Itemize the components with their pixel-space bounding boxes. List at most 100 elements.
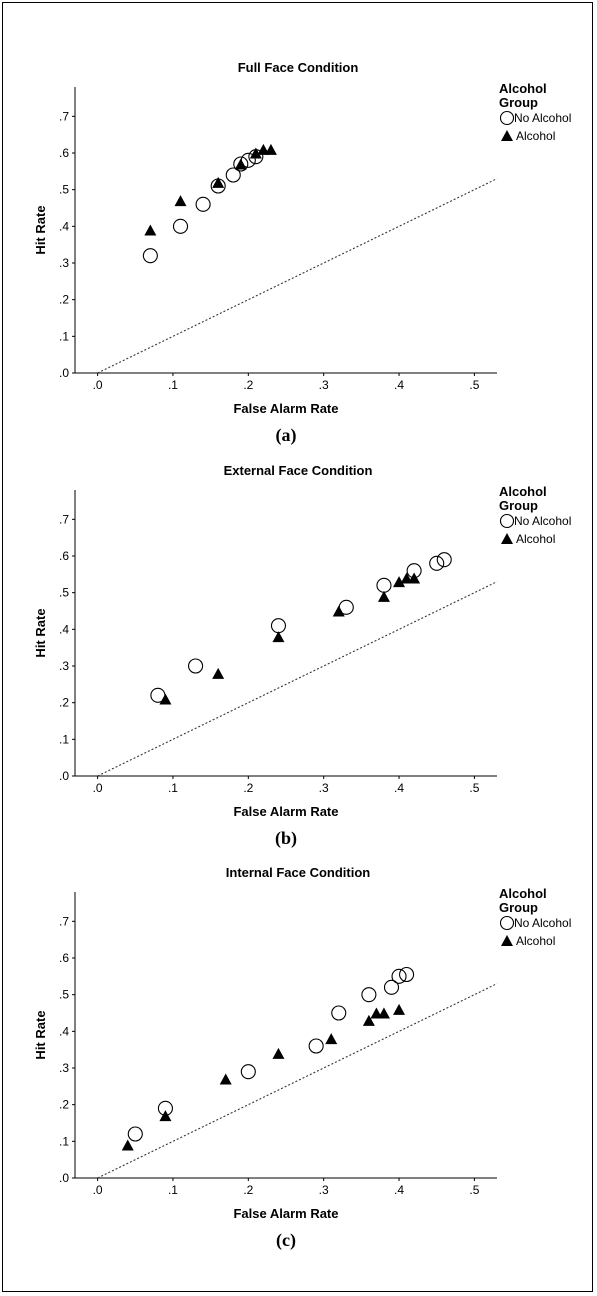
data-point-no-alcohol bbox=[436, 552, 452, 568]
data-point-no-alcohol bbox=[376, 577, 392, 593]
data-point-alcohol bbox=[257, 143, 270, 155]
data-point-alcohol bbox=[144, 224, 157, 236]
data-point-no-alcohol bbox=[172, 218, 189, 234]
data-point-alcohol bbox=[272, 631, 285, 643]
legend-marker-no-alcohol-icon bbox=[499, 110, 515, 126]
chart-panel-2: External Face Condition .0 .1 .2 .3 .4 .5 .6 .7.… bbox=[33, 463, 571, 849]
data-point-no-alcohol bbox=[233, 156, 249, 172]
x-tick-label: .3 bbox=[319, 1183, 329, 1197]
y-tick-label: .2 bbox=[59, 293, 69, 307]
data-point-no-alcohol bbox=[127, 1126, 143, 1142]
x-tick-label: .0 bbox=[93, 378, 103, 392]
x-axis-label: False Alarm Rate bbox=[233, 804, 338, 819]
panel-caption: (b) bbox=[275, 828, 297, 849]
x-tick-label: .5 bbox=[469, 378, 479, 392]
y-tick-label: .0 bbox=[59, 366, 69, 380]
y-tick-label: .1 bbox=[59, 1134, 69, 1148]
x-tick-label: .5 bbox=[469, 781, 479, 795]
data-point-no-alcohol bbox=[399, 966, 415, 983]
data-point-alcohol bbox=[249, 147, 262, 159]
y-tick-label: .0 bbox=[59, 1171, 69, 1185]
y-axis-label: Hit Rate bbox=[33, 608, 48, 657]
y-tick-label: .3 bbox=[59, 1061, 69, 1075]
x-tick-label: .1 bbox=[168, 1183, 178, 1197]
chart-title: Full Face Condition bbox=[238, 60, 359, 75]
y-axis-label: Hit Rate bbox=[33, 1010, 48, 1059]
y-tick-label: .5 bbox=[59, 988, 69, 1002]
data-point-no-alcohol bbox=[270, 618, 287, 634]
data-point-alcohol bbox=[377, 590, 390, 602]
chart-title: Internal Face Condition bbox=[226, 865, 371, 880]
data-point-no-alcohol bbox=[240, 1064, 256, 1080]
chart-title: External Face Condition bbox=[224, 463, 373, 478]
legend-label-no-alcohol: No Alcohol bbox=[514, 111, 571, 125]
data-point-no-alcohol bbox=[142, 248, 158, 264]
legend-title-line2: Group bbox=[499, 900, 538, 915]
data-point-no-alcohol bbox=[429, 555, 445, 571]
legend-title-line2: Group bbox=[499, 95, 538, 110]
x-tick-label: .4 bbox=[394, 781, 404, 795]
data-point-alcohol bbox=[159, 1110, 172, 1122]
y-tick-label: .4 bbox=[59, 1024, 69, 1038]
data-point-alcohol bbox=[219, 1073, 232, 1085]
legend-title-line1: Alcohol bbox=[499, 484, 547, 499]
x-tick-label: .1 bbox=[168, 781, 178, 795]
legend-marker-alcohol-icon bbox=[501, 533, 513, 544]
x-tick-label: .0 bbox=[93, 781, 103, 795]
x-axis-label: False Alarm Rate bbox=[233, 401, 338, 416]
y-tick-label: .2 bbox=[59, 1098, 69, 1112]
panel-caption: (c) bbox=[276, 1230, 296, 1251]
legend-marker-no-alcohol-icon bbox=[499, 513, 515, 529]
data-point-alcohol bbox=[159, 693, 172, 705]
x-tick-label: .2 bbox=[243, 781, 253, 795]
chart-panel-1: Full Face Condition .0 .1 .2 .3 .4 .5 .6 .7 .0 .1.… bbox=[33, 60, 571, 446]
data-point-no-alcohol bbox=[391, 968, 407, 984]
y-tick-label: .6 bbox=[59, 951, 69, 965]
legend-label-alcohol: Alcohol bbox=[516, 532, 555, 546]
y-tick-label: .3 bbox=[59, 659, 69, 673]
y-tick-label: .4 bbox=[59, 219, 69, 233]
y-tick-label: .4 bbox=[59, 622, 69, 636]
panel-caption: (a) bbox=[276, 425, 297, 446]
y-tick-label: .1 bbox=[59, 732, 69, 746]
data-point-alcohol bbox=[400, 572, 413, 584]
x-tick-label: .3 bbox=[319, 378, 329, 392]
data-point-no-alcohol bbox=[383, 979, 400, 995]
x-tick-label: .3 bbox=[319, 781, 329, 795]
data-point-no-alcohol bbox=[331, 1005, 347, 1021]
y-tick-label: .0 bbox=[59, 769, 69, 783]
x-tick-label: .5 bbox=[469, 1183, 479, 1197]
data-point-no-alcohol bbox=[308, 1038, 324, 1054]
legend-marker-alcohol-icon bbox=[501, 935, 513, 946]
legend-marker-alcohol-icon bbox=[501, 130, 513, 141]
data-point-alcohol bbox=[121, 1139, 134, 1151]
legend-title-line1: Alcohol bbox=[499, 886, 547, 901]
y-tick-label: .3 bbox=[59, 256, 69, 270]
data-point-alcohol bbox=[212, 176, 225, 188]
data-point-no-alcohol bbox=[225, 167, 241, 183]
legend-label-no-alcohol: No Alcohol bbox=[514, 514, 571, 528]
data-point-alcohol bbox=[393, 1003, 406, 1015]
y-tick-label: .7 bbox=[59, 512, 69, 526]
data-point-alcohol bbox=[234, 158, 247, 170]
y-tick-label: .6 bbox=[59, 549, 69, 563]
data-point-alcohol bbox=[325, 1033, 338, 1045]
data-point-alcohol bbox=[212, 667, 225, 679]
data-point-alcohol bbox=[272, 1047, 285, 1059]
data-point-alcohol bbox=[408, 572, 421, 584]
y-tick-label: .5 bbox=[59, 586, 69, 600]
legend-title-line2: Group bbox=[499, 498, 538, 513]
chart-panel-3: Internal Face Condition .0 .1 .2 .3 .4 .5 .6 .7.… bbox=[33, 865, 571, 1251]
reference-diagonal-line bbox=[97, 983, 498, 1179]
legend-title-line1: Alcohol bbox=[499, 81, 547, 96]
reference-diagonal-line bbox=[97, 178, 498, 374]
y-tick-label: .7 bbox=[59, 109, 69, 123]
y-tick-label: .6 bbox=[59, 146, 69, 160]
data-point-no-alcohol bbox=[195, 196, 211, 212]
y-tick-label: .2 bbox=[59, 696, 69, 710]
x-axis-label: False Alarm Rate bbox=[233, 1206, 338, 1221]
legend-label-alcohol: Alcohol bbox=[516, 129, 555, 143]
y-tick-label: .1 bbox=[59, 329, 69, 343]
